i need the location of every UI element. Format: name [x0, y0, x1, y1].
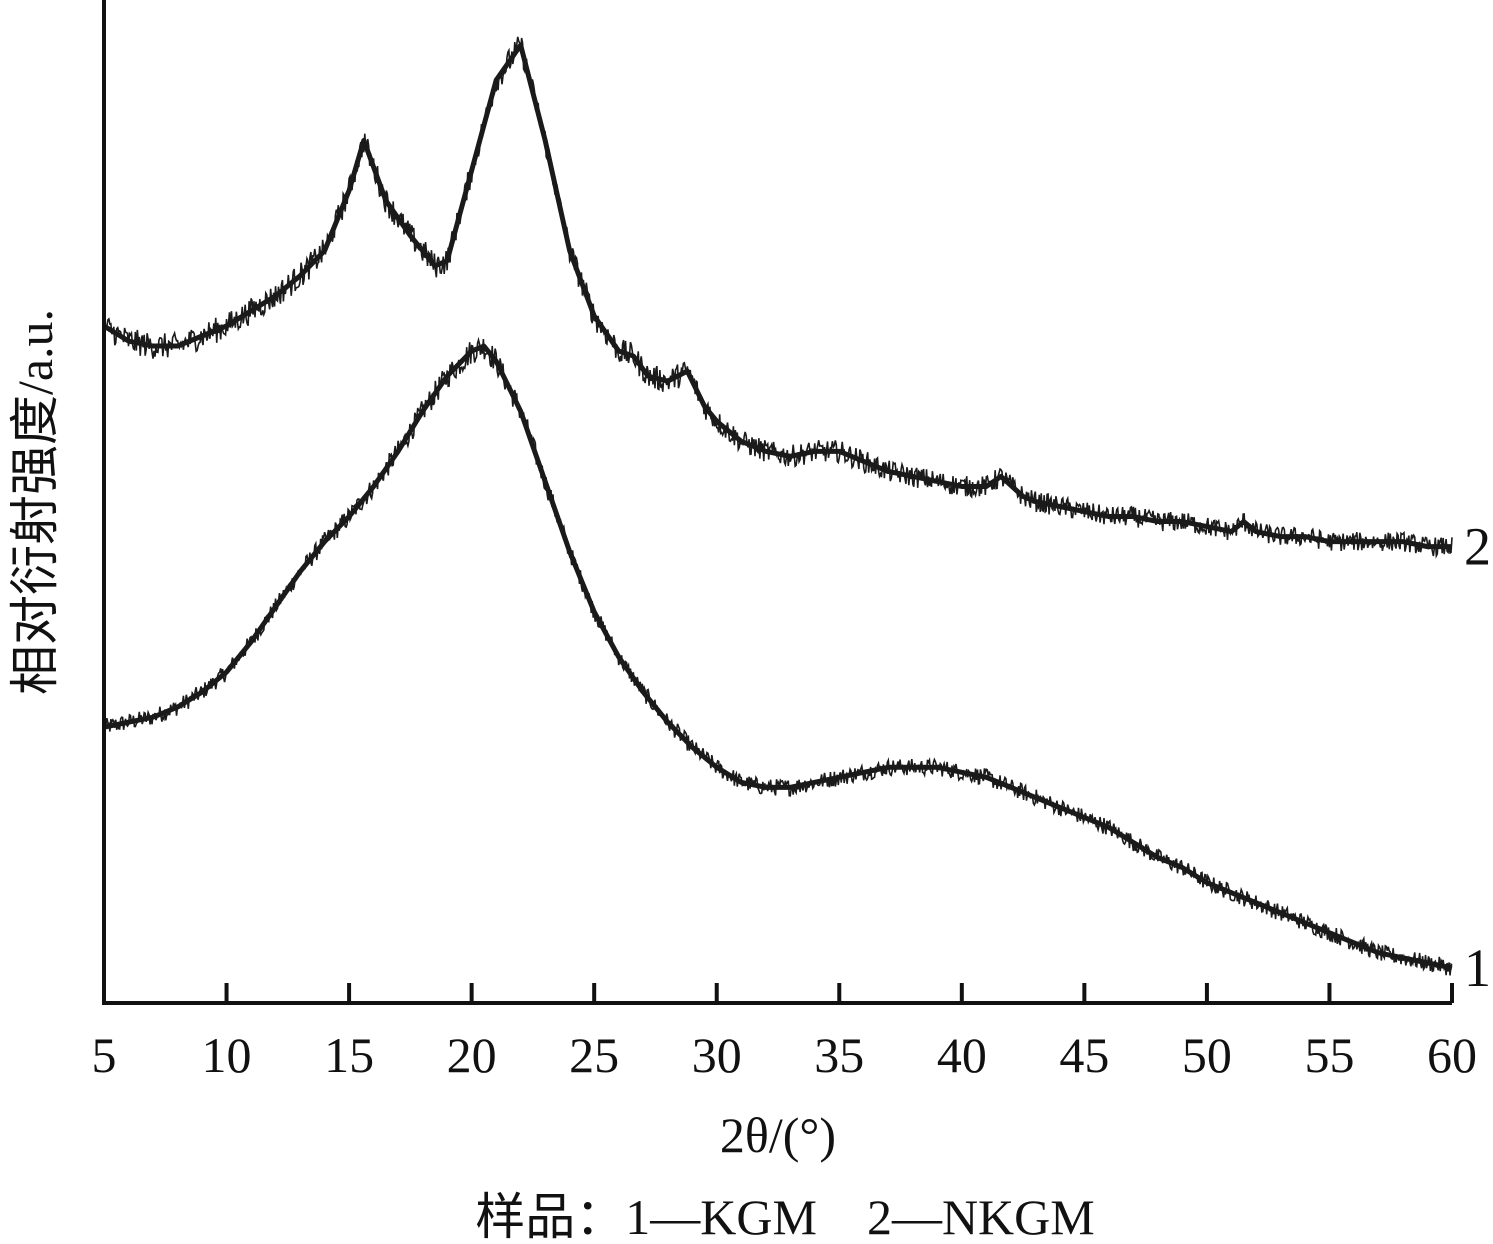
y-axis-title: 相对衍射强度/a.u.	[7, 309, 63, 695]
series-layer	[102, 36, 1453, 976]
x-tick-label: 45	[1059, 1027, 1109, 1083]
x-tick-label: 10	[202, 1027, 252, 1083]
x-axis-title: 2θ/(°)	[720, 1107, 836, 1163]
series-noise-1	[103, 336, 1453, 976]
x-tick-label: 30	[692, 1027, 742, 1083]
series-label-2: 2	[1464, 517, 1491, 577]
series-label-1: 1	[1464, 938, 1491, 998]
x-tick-label: 20	[447, 1027, 497, 1083]
series-noise-2	[103, 36, 1453, 559]
chart-caption: 样品：1—KGM 2—NKGM	[475, 1189, 1094, 1244]
x-tick-label: 5	[92, 1027, 117, 1083]
series-labels: 12	[1464, 517, 1491, 998]
x-tick-label: 50	[1182, 1027, 1232, 1083]
x-tick-label: 60	[1427, 1027, 1477, 1083]
series-line-1	[103, 343, 1453, 971]
x-tick-label: 55	[1304, 1027, 1354, 1083]
x-tick-label: 35	[814, 1027, 864, 1083]
x-tick-label: 25	[569, 1027, 619, 1083]
x-tick-label: 40	[937, 1027, 987, 1083]
x-tick-label: 15	[324, 1027, 374, 1083]
series-line-2	[102, 42, 1452, 550]
x-ticks: 5 10 15 20 25 30 35 40 45 50 55 60	[92, 983, 1477, 1083]
